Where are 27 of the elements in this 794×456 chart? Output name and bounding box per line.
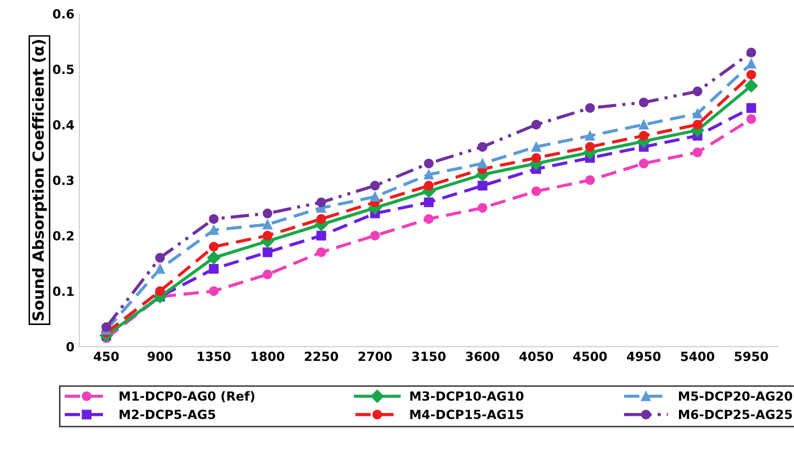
x-tick-label: 2250 bbox=[304, 352, 338, 362]
x-tick-label: 4950 bbox=[626, 352, 661, 362]
y-tick-label: 0.5 bbox=[52, 64, 74, 74]
y-tick-label: 0.1 bbox=[52, 286, 74, 296]
y-tick-label: 0 bbox=[66, 342, 74, 352]
y-axis-title: Sound Absorption Coefficient (α) bbox=[32, 40, 47, 320]
x-tick-label: 5950 bbox=[734, 352, 768, 362]
legend-label: M1-DCP0-AG0 (Ref) bbox=[120, 391, 254, 402]
x-tick-label: 3150 bbox=[412, 352, 446, 362]
x-tick-label: 2700 bbox=[358, 352, 392, 362]
legend-label: M3-DCP10-AG10 bbox=[410, 391, 524, 401]
legend-label: M2-DCP5-AG5 bbox=[120, 410, 216, 420]
legend-label: M5-DCP20-AG20 bbox=[678, 391, 792, 401]
x-tick-label: 450 bbox=[94, 352, 119, 362]
y-tick-label: 0.2 bbox=[52, 231, 74, 241]
legend-label: M4-DCP15-AG15 bbox=[410, 410, 524, 420]
x-tick-label: 5400 bbox=[681, 352, 714, 362]
y-tick-label: 0.3 bbox=[52, 176, 74, 186]
legend-label: M6-DCP25-AG25 bbox=[678, 410, 792, 420]
x-tick-label: 1800 bbox=[252, 352, 284, 362]
x-tick-label: 4500 bbox=[573, 352, 607, 362]
x-tick-label: 1350 bbox=[198, 352, 231, 362]
x-tick-label: 3600 bbox=[466, 352, 500, 362]
y-tick-label: 0.4 bbox=[52, 120, 74, 130]
x-tick-label: 900 bbox=[148, 352, 172, 362]
y-tick-label: 0.6 bbox=[52, 9, 74, 19]
x-tick-label: 4050 bbox=[519, 352, 554, 362]
